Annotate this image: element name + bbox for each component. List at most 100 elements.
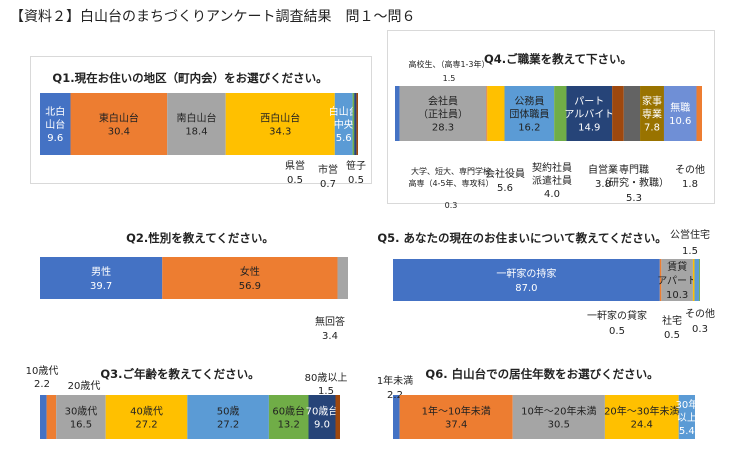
- q3-label-4: 50歳: [217, 406, 240, 418]
- q5-label-1: 一軒家の貸家: [587, 309, 647, 322]
- q3-label-5: 60歳台: [272, 405, 305, 418]
- q3-bar-1: [46, 395, 57, 439]
- q5-title: Q5. あなたの現在のお住まいについて教えてください。: [377, 231, 666, 245]
- q3-value-5: 13.2: [278, 420, 300, 431]
- q4-bar-1: [399, 86, 487, 141]
- q2-title: Q2.性別を教えてください。: [126, 231, 274, 245]
- q6-value-1: 37.4: [445, 420, 467, 431]
- q1-bar-7: [356, 93, 358, 155]
- q6-label-1: 1年～10年未満: [422, 405, 491, 418]
- q3-bar-5: [268, 395, 309, 439]
- q6-value-4: 5.4: [679, 426, 695, 437]
- q1-value-0: 9.6: [47, 133, 63, 144]
- q3-label-1: 20歳代: [68, 380, 101, 392]
- q4-value-6: 14.9: [578, 123, 600, 134]
- q6-label-4: 30年以上: [675, 398, 698, 424]
- q6-label-2: 10年～20年未満: [521, 405, 596, 418]
- page-title: 【資料２】白山台のまちづくりアンケート調査結果 問１～問６: [10, 9, 416, 25]
- chart-q1: Q1.現在お住いの地区（町内会）をお選びください。 北白山台 9.6 東白山台 30.4…: [30, 56, 370, 190]
- q5-value-5: 0.3: [692, 324, 708, 335]
- q3-label-2: 30歳代: [65, 406, 98, 418]
- q1-bar-2: [167, 93, 226, 155]
- q1-label-1: 東白山台: [99, 112, 139, 125]
- q5-bar-5: [699, 259, 700, 301]
- q4-bar-11: [696, 86, 702, 141]
- q3-svg: Q3.ご年齢を教えてください。10歳代2.220歳代3.230歳代16.540歳…: [26, 365, 348, 439]
- chart-q3: Q3.ご年齢を教えてください。10歳代2.220歳代3.230歳代16.540歳…: [26, 362, 370, 460]
- q2-bar-0: [40, 257, 163, 299]
- q1-title: Q1.現在お住いの地区（町内会）をお選びください。: [52, 71, 327, 85]
- q6-value-2: 30.5: [548, 420, 570, 431]
- q4-value-11: 1.8: [682, 179, 698, 190]
- q3-bar-2: [56, 395, 106, 439]
- q2-value-1: 56.9: [239, 281, 261, 292]
- q6-value-0: 2.2: [387, 390, 403, 401]
- q1-value-1: 30.4: [108, 127, 130, 138]
- q4-label-2: 大学、短大、専門学校高専（4-5年、専攻科）: [408, 166, 493, 188]
- q4-bar-2: [486, 86, 488, 141]
- q1-bar-4: [334, 93, 353, 155]
- q1-bar-6: [354, 93, 357, 155]
- q4-bar-6: [566, 86, 613, 141]
- q4-svg: Q4.ご職業を教えて下さい。高校生、（高専1-3年） 1.5 会社員（正社員） 28.…: [395, 52, 705, 210]
- q5-value-4: 1.5: [682, 246, 698, 257]
- q1-bar-5: [352, 93, 355, 155]
- q4-bar-4: [504, 86, 555, 141]
- q3-label-7: 80歳以上: [305, 372, 348, 384]
- q2-label-2: 無回答: [315, 315, 345, 328]
- q6-label-3: 20年～30年未満: [604, 405, 679, 418]
- q4-value-4: 16.2: [518, 123, 540, 134]
- q1-value-2: 18.4: [185, 127, 207, 138]
- q5-bar-0: [393, 259, 660, 301]
- q6-bar-1: [399, 395, 513, 439]
- q4-bar-10: [663, 86, 697, 141]
- chart-q4: Q4.ご職業を教えて下さい。 高校生、（高専1-3年） 1.5 会社員（正社員） 28.…: [387, 30, 713, 210]
- q6-value-3: 24.4: [631, 420, 653, 431]
- q4-label-1: 会社員（正社員）: [418, 95, 468, 121]
- q1-label-2: 南白山台: [176, 112, 216, 125]
- q5-value-0: 87.0: [515, 283, 537, 294]
- chart-q2: Q2.性別を教えてください。 男性 39.7 女性 56.9 無回答 3.4: [30, 226, 370, 342]
- q6-bar-0: [393, 395, 400, 439]
- q1-label-5: 県営: [285, 159, 305, 172]
- q2-value-2: 3.4: [322, 331, 338, 342]
- q1-label-6: 市営: [318, 163, 338, 176]
- q2-label-0: 男性: [91, 265, 111, 278]
- q1-value-3: 34.3: [269, 127, 291, 138]
- q4-value-2: 0.3: [445, 201, 458, 210]
- q4-value-8: 5.3: [626, 193, 642, 204]
- q3-title: Q3.ご年齢を教えてください。: [100, 367, 259, 381]
- q1-label-7: 笹子: [346, 159, 366, 172]
- q1-bar-3: [225, 93, 335, 155]
- q4-label-10: 無職: [670, 101, 690, 114]
- q1-frame: [30, 56, 372, 184]
- q4-bar-5: [554, 86, 567, 141]
- q2-bar-1: [162, 257, 338, 299]
- q4-bar-0: [395, 86, 400, 141]
- q5-svg: Q5. あなたの現在のお住まいについて教えてください。一軒家の持家 87.0 一軒家…: [377, 228, 715, 341]
- q5-bar-4: [694, 259, 700, 301]
- q3-label-6: 70歳台: [306, 405, 339, 418]
- q5-value-3: 0.5: [664, 330, 680, 341]
- q5-bar-1: [659, 259, 662, 301]
- q3-value-4: 27.2: [217, 420, 239, 431]
- q5-value-2: 10.3: [666, 290, 688, 301]
- q1-bar-0: [40, 93, 71, 155]
- chart-q5: Q5. あなたの現在のお住まいについて教えてください。 一軒家の持家 87.0 一軒家…: [377, 226, 715, 341]
- q2-svg: Q2.性別を教えてください。男性 39.7 女性 56.9 無回答 3.4: [40, 231, 348, 342]
- q5-label-5: その他: [685, 307, 715, 320]
- q5-value-1: 0.5: [609, 326, 625, 337]
- q4-label-3: 会社役員: [485, 167, 525, 180]
- q4-label-9: 家事専業: [642, 95, 662, 121]
- q4-label-8: 専門職（研究・教職）: [599, 164, 669, 189]
- q4-label-5: 契約社員派遣社員: [532, 161, 572, 187]
- q2-bar-2: [337, 257, 348, 299]
- q1-bar-1: [70, 93, 168, 155]
- q6-bar-3: [604, 395, 679, 439]
- q3-value-7: 1.5: [318, 386, 334, 397]
- q3-bar-7: [335, 395, 340, 439]
- q5-label-3: 社宅: [662, 314, 682, 327]
- q2-value-0: 39.7: [90, 281, 112, 292]
- q4-label-6: パートアルバイト: [564, 96, 614, 121]
- q3-value-0: 2.2: [34, 379, 50, 390]
